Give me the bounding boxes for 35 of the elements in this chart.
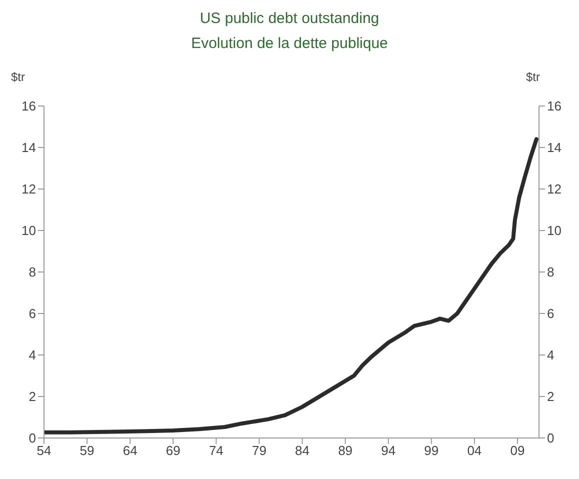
y2-tick-label: 14 [547, 140, 562, 156]
x-tick-label: 09 [510, 443, 525, 458]
y-tick-label: 14 [22, 140, 36, 156]
x-tick-label: 74 [208, 443, 224, 458]
x-tick-label: 84 [295, 443, 310, 458]
x-tick-label: 94 [381, 443, 396, 458]
y-tick-label: 12 [22, 182, 36, 197]
y-axis-title: $tr [11, 70, 26, 84]
y2-axis-title: $tr [526, 70, 540, 84]
y2-tick-label: 0 [547, 430, 554, 446]
x-tick-label: 54 [36, 443, 52, 458]
x-tick-label: 79 [252, 443, 266, 458]
x-tick-label: 64 [122, 443, 138, 458]
y2-tick-label: 2 [547, 389, 554, 404]
y2-tick-label: 4 [547, 348, 554, 363]
x-tick-label: 69 [166, 443, 180, 458]
y-tick-label: 8 [28, 264, 36, 280]
y2-tick-label: 10 [547, 223, 562, 238]
y-tick-label: 0 [28, 430, 36, 446]
y-tick-label: 2 [28, 389, 36, 404]
y2-tick-label: 12 [547, 182, 562, 197]
y2-tick-label: 8 [547, 264, 554, 280]
chart-title: US public debt outstanding [198, 10, 380, 27]
x-tick-label: 59 [80, 443, 94, 458]
y-tick-label: 6 [28, 306, 36, 322]
y2-tick-label: 6 [547, 306, 554, 322]
line-series [44, 137, 538, 434]
y-tick-label: 16 [22, 98, 36, 114]
y-tick-label: 4 [28, 348, 36, 363]
chart-subtitle: Evolution de la dette publique [190, 35, 389, 52]
y2-tick-label: 16 [547, 98, 562, 114]
x-tick-label: 99 [424, 443, 439, 458]
x-tick-label: 04 [467, 443, 482, 458]
x-tick-label: 89 [338, 443, 353, 458]
y-tick-label: 10 [22, 223, 36, 238]
